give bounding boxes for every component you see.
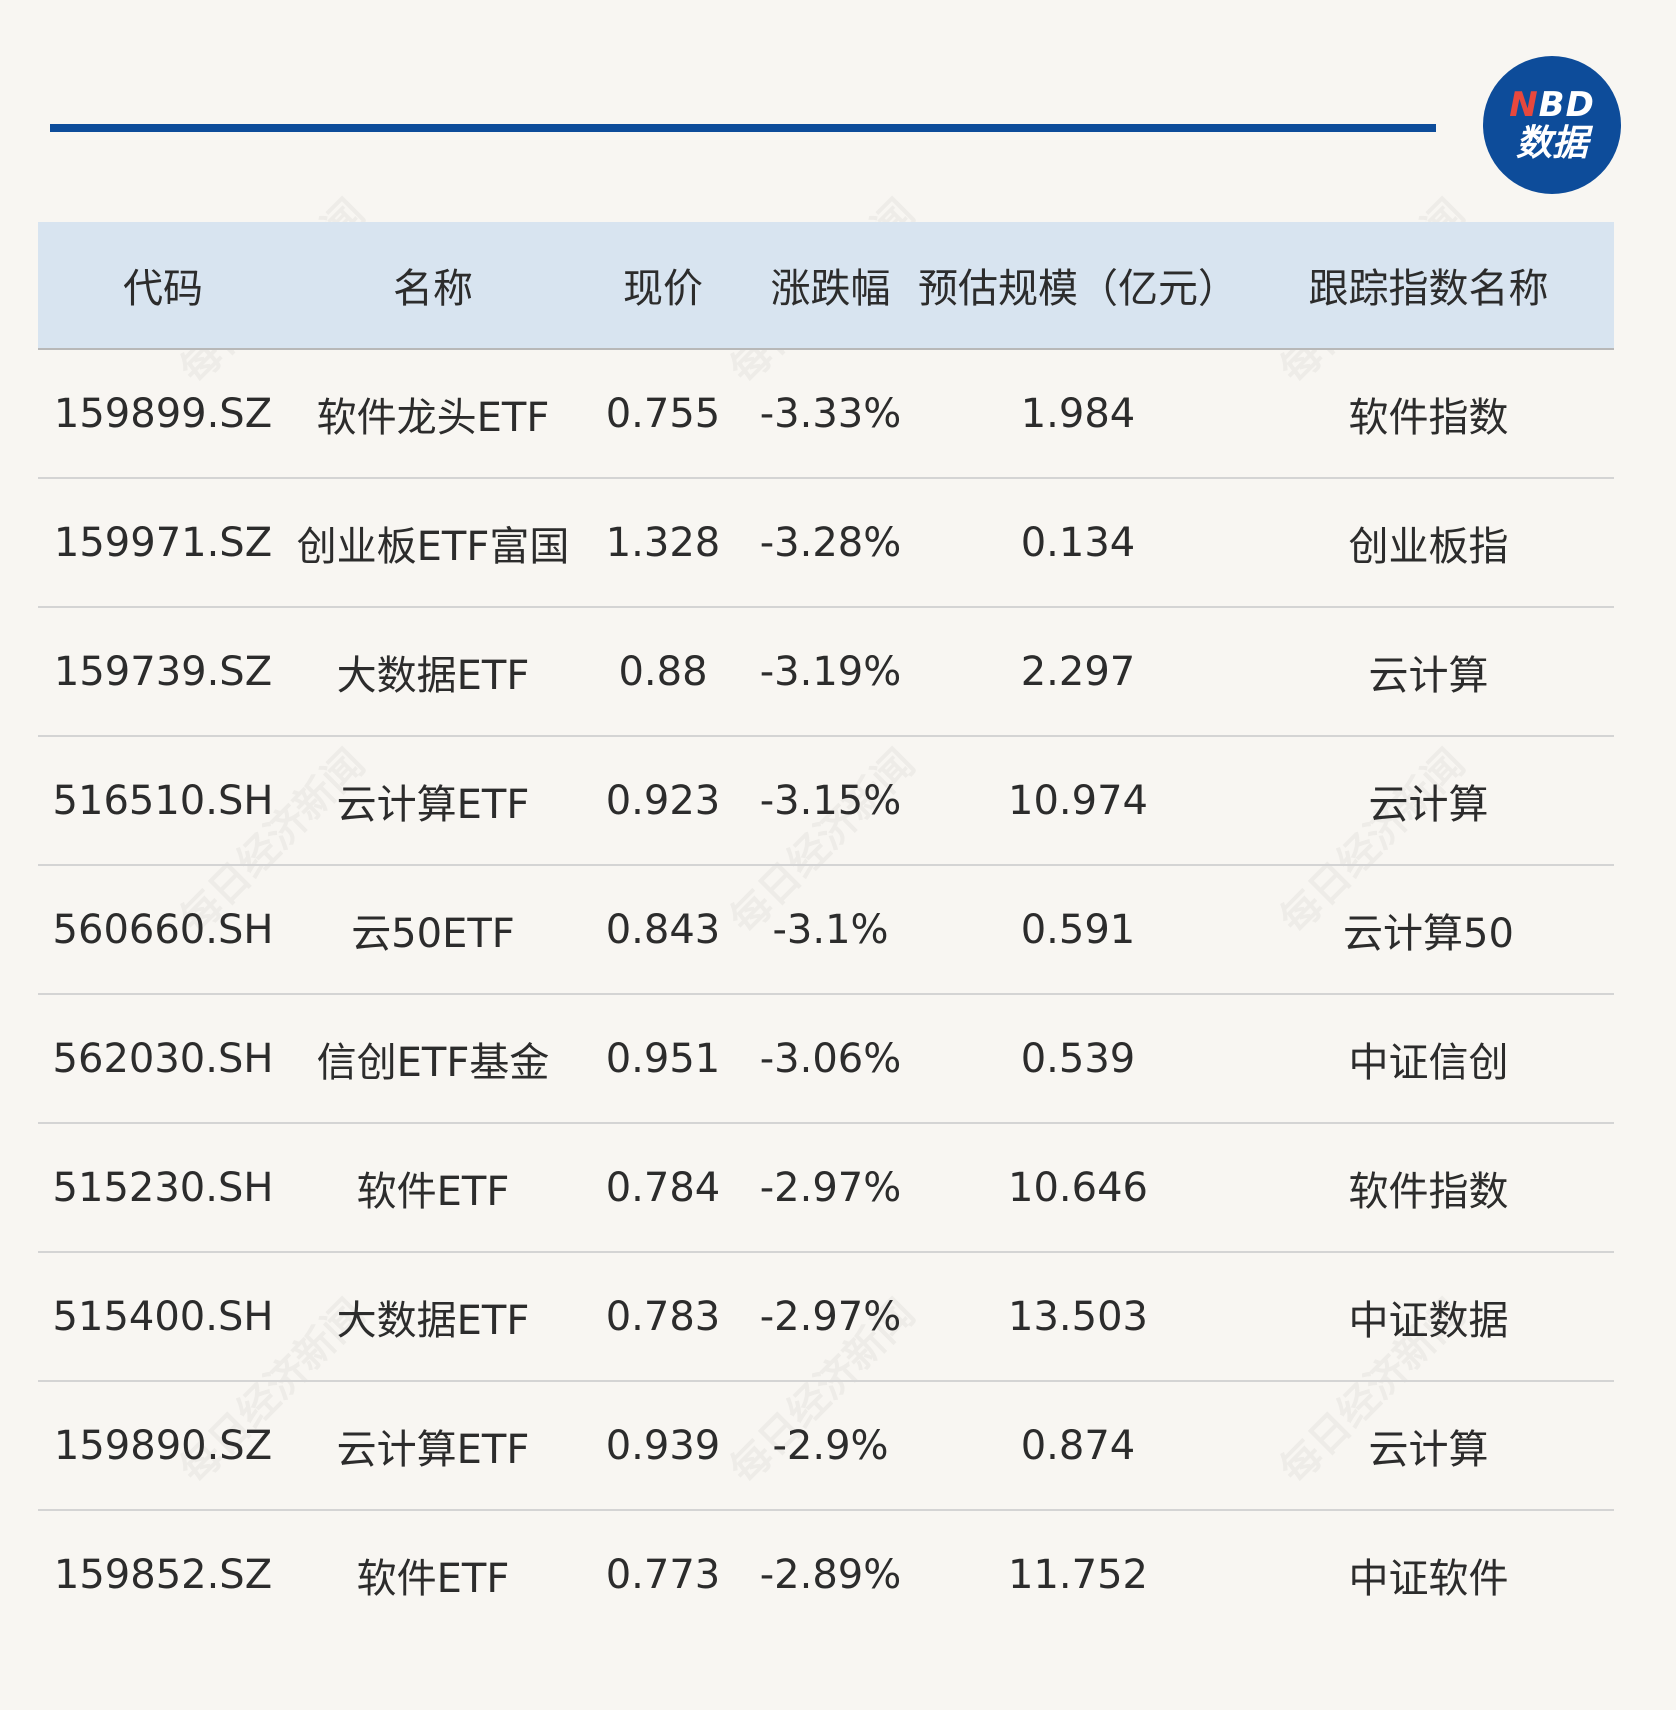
change-cell: -2.97% [748,1123,913,1253]
price-cell: 0.88 [578,607,748,737]
name-cell: 软件ETF [356,1555,510,1602]
price-cell: 0.755 [578,349,748,479]
table-row: 515400.SH 大数据ETF 0.783 -2.97% 13.503 中证数据 [38,1252,1614,1382]
code-cell: 159971.SZ [38,478,288,608]
header-rule [50,124,1436,132]
change-cell: -3.1% [748,865,913,995]
logo-bd: BD [1538,85,1595,125]
size-cell: 13.503 [913,1252,1243,1382]
price-cell: 0.843 [578,865,748,995]
index-cell: 创业板指 [1243,478,1614,608]
code-cell: 515400.SH [38,1252,288,1382]
change-cell: -3.28% [748,478,913,608]
code-cell: 560660.SH [38,865,288,995]
index-cell: 中证信创 [1243,994,1614,1124]
price-cell: 1.328 [578,478,748,608]
logo-sub: 数据 [1515,123,1588,164]
table-row: 159890.SZ 云计算ETF 0.939 -2.9% 0.874 云计算 [38,1381,1614,1511]
change-cell: -3.19% [748,607,913,737]
table-row: 159852.SZ 软件ETF 0.773 -2.89% 11.752 中证软件 [38,1510,1614,1638]
code-cell: 562030.SH [38,994,288,1124]
index-cell: 云计算50 [1243,865,1614,995]
col-header-change: 涨跌幅 [748,222,913,350]
size-cell: 10.974 [913,736,1243,866]
name-cell: 云50ETF [288,865,578,995]
size-cell: 0.134 [913,478,1243,608]
price-cell: 0.783 [578,1252,748,1382]
col-header-price: 现价 [578,222,748,350]
name-cell: 云计算ETF [288,736,578,866]
col-header-code: 代码 [38,222,288,350]
name-cell: 大数据ETF [288,607,578,737]
index-cell: 云计算 [1243,1381,1614,1511]
table-row: 560660.SH 云50ETF 0.843 -3.1% 0.591 云计算50 [38,865,1614,995]
size-cell: 11.752 [1008,1551,1148,1598]
logo-brand: NBD [1509,86,1595,124]
table-row: 159899.SZ 软件龙头ETF 0.755 -3.33% 1.984 软件指数 [38,349,1614,479]
table-row: 159971.SZ 创业板ETF富国 1.328 -3.28% 0.134 创业板指 [38,478,1614,608]
table-row: 159739.SZ 大数据ETF 0.88 -3.19% 2.297 云计算 [38,607,1614,737]
change-cell: -2.89% [759,1551,902,1598]
code-cell: 159890.SZ [38,1381,288,1511]
size-cell: 0.874 [913,1381,1243,1511]
price-cell: 0.951 [578,994,748,1124]
index-cell: 软件指数 [1243,1123,1614,1253]
col-header-size: 预估规模（亿元） [913,222,1243,350]
nbd-logo: NBD 数据 [1483,56,1621,194]
code-cell: 159899.SZ [38,349,288,479]
index-cell: 云计算 [1243,736,1614,866]
size-cell: 2.297 [913,607,1243,737]
header-row: 代码 名称 现价 涨跌幅 预估规模（亿元） 跟踪指数名称 [38,222,1614,350]
price-cell: 0.784 [578,1123,748,1253]
change-cell: -2.97% [748,1252,913,1382]
change-cell: -2.9% [748,1381,913,1511]
index-cell: 中证软件 [1348,1555,1509,1602]
name-cell: 云计算ETF [288,1381,578,1511]
index-cell: 软件指数 [1243,349,1614,479]
price-cell: 0.923 [578,736,748,866]
etf-table: 代码 名称 现价 涨跌幅 预估规模（亿元） 跟踪指数名称 159899.SZ 软件… [38,222,1614,1638]
change-cell: -3.33% [748,349,913,479]
col-header-name: 名称 [288,222,578,350]
logo-n: N [1509,85,1539,125]
name-cell: 软件龙头ETF [288,349,578,479]
size-cell: 10.646 [913,1123,1243,1253]
size-cell: 0.539 [913,994,1243,1124]
change-cell: -3.15% [748,736,913,866]
name-cell: 大数据ETF [288,1252,578,1382]
col-header-index: 跟踪指数名称 [1243,222,1614,350]
size-cell: 1.984 [913,349,1243,479]
name-cell: 信创ETF基金 [288,994,578,1124]
code-cell: 515230.SH [38,1123,288,1253]
name-cell: 软件ETF [288,1123,578,1253]
code-cell: 159852.SZ [53,1551,273,1598]
price-cell: 0.939 [578,1381,748,1511]
table-row: 516510.SH 云计算ETF 0.923 -3.15% 10.974 云计算 [38,736,1614,866]
table-row: 562030.SH 信创ETF基金 0.951 -3.06% 0.539 中证信创 [38,994,1614,1124]
code-cell: 159739.SZ [38,607,288,737]
name-cell: 创业板ETF富国 [288,478,578,608]
price-cell: 0.773 [605,1551,721,1598]
index-cell: 云计算 [1243,607,1614,737]
size-cell: 0.591 [913,865,1243,995]
change-cell: -3.06% [748,994,913,1124]
code-cell: 516510.SH [38,736,288,866]
table-row: 515230.SH 软件ETF 0.784 -2.97% 10.646 软件指数 [38,1123,1614,1253]
index-cell: 中证数据 [1243,1252,1614,1382]
